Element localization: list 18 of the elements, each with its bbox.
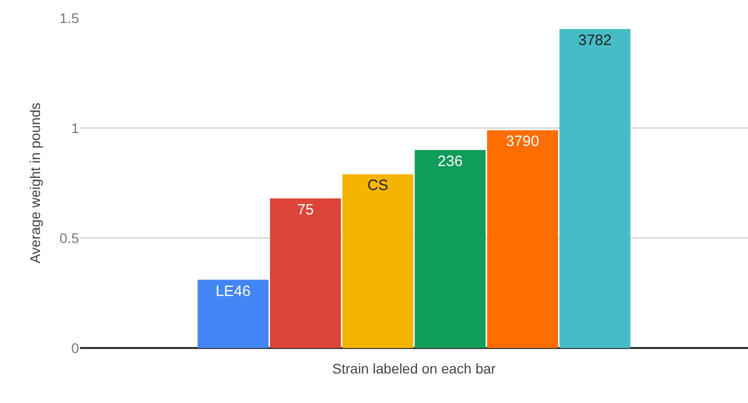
bar bbox=[414, 150, 486, 348]
series-label: LE46 bbox=[216, 282, 251, 300]
series-label: 3790 bbox=[506, 133, 540, 150]
series-label: 3782 bbox=[578, 32, 612, 49]
series-label: 236 bbox=[438, 153, 463, 170]
y-tick-label: 1 bbox=[71, 120, 80, 136]
y-tick-label: 0.5 bbox=[60, 230, 80, 246]
bar bbox=[270, 198, 341, 348]
bar bbox=[342, 174, 414, 348]
y-axis-title: Average weight in pounds bbox=[27, 102, 44, 264]
bar bbox=[487, 130, 558, 348]
bar bbox=[559, 29, 630, 348]
bar bbox=[198, 280, 269, 348]
y-tick-label: 0 bbox=[71, 340, 80, 356]
series-label: CS bbox=[367, 177, 388, 194]
y-tick-label: 1.5 bbox=[60, 10, 80, 26]
series-label: 75 bbox=[297, 201, 314, 218]
x-axis-title: Strain labeled on each bar bbox=[332, 360, 496, 376]
